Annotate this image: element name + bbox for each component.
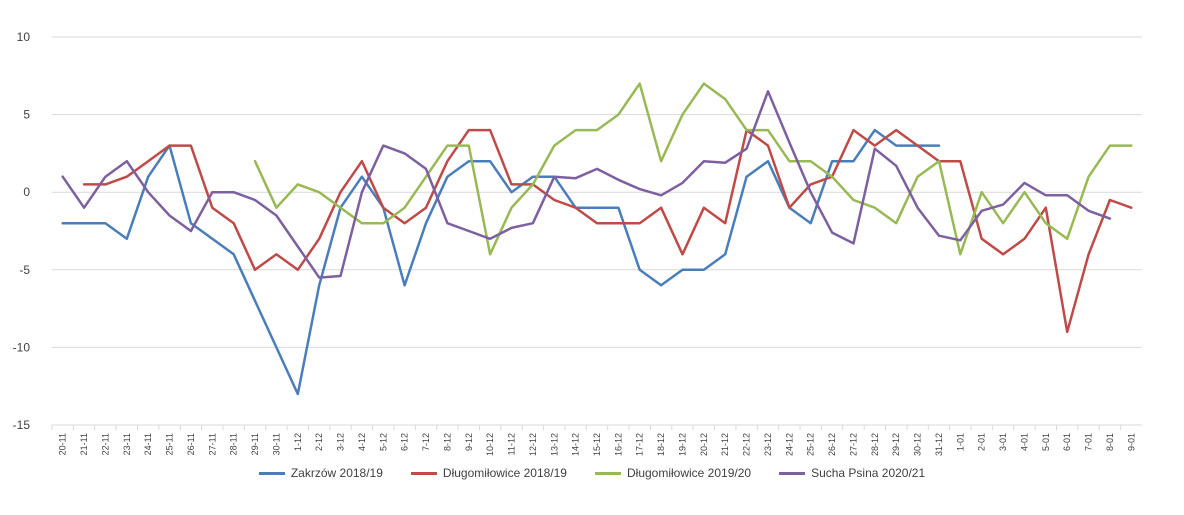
x-tick-label: 6-12 [400, 433, 410, 451]
legend: Zakrzów 2018/19 Długomiłowice 2018/19 Dług… [0, 466, 1184, 480]
series-line-4 [61, 90, 1112, 279]
legend-item-1: Zakrzów 2018/19 [258, 466, 383, 480]
x-tick-label: 2-01 [977, 433, 987, 451]
y-tick-label: -10 [13, 340, 31, 354]
legend-swatch [594, 471, 621, 475]
series-lines [61, 82, 1133, 396]
x-tick-label: 16-12 [613, 433, 623, 456]
legend-item-4: Sucha Psina 2020/21 [779, 466, 925, 480]
y-axis-ticks: -15 -10 -5 0 5 10 [13, 30, 31, 432]
series-line-1 [61, 128, 941, 396]
x-tick-label: 27-12 [848, 433, 858, 456]
legend-label: Zakrzów 2018/19 [290, 466, 383, 480]
x-tick-label: 5-01 [1041, 433, 1051, 451]
y-tick-label: -15 [13, 418, 31, 432]
x-tick-label: 15-12 [592, 433, 602, 456]
x-tick-label: 26-11 [186, 433, 196, 455]
x-tick-label: 21-11 [79, 433, 89, 455]
x-tick-label: 18-12 [656, 433, 666, 456]
x-tick-label: 21-12 [720, 433, 730, 456]
x-tick-label: 30-12 [913, 433, 923, 456]
legend-swatch [258, 471, 285, 475]
x-tick-label: 8-01 [1105, 433, 1115, 451]
legend-swatch [779, 471, 806, 475]
x-tick-label: 7-01 [1084, 433, 1094, 451]
x-tick-label: 5-12 [378, 433, 388, 451]
x-tick-label: 1-01 [955, 433, 965, 451]
x-tick-label: 25-11 [165, 433, 175, 455]
y-tick-label: 10 [17, 30, 31, 44]
x-tick-label: 30-11 [271, 433, 281, 455]
legend-item-3: Długomiłowice 2019/20 [594, 466, 752, 480]
legend-label: Sucha Psina 2020/21 [811, 466, 926, 480]
y-tick-label: -5 [19, 263, 30, 277]
x-tick-label: 20-11 [58, 433, 68, 455]
x-tick-label: 10-12 [485, 433, 495, 456]
x-tick-label: 27-11 [207, 433, 217, 455]
x-tick-label: 19-12 [677, 433, 687, 456]
x-tick-label: 3-12 [336, 433, 346, 451]
x-tick-label: 12-12 [528, 433, 538, 456]
x-tick-label: 29-11 [250, 433, 260, 455]
y-tick-label: 0 [23, 185, 30, 199]
x-tick-label: 23-12 [763, 433, 773, 456]
x-tick-label: 24-11 [143, 433, 153, 455]
x-tick-label: 9-01 [1126, 433, 1136, 451]
series-line-3 [253, 82, 1133, 256]
x-tick-label: 2-12 [314, 433, 324, 451]
x-tick-label: 29-12 [891, 433, 901, 456]
x-tick-label: 28-12 [870, 433, 880, 456]
x-tick-label: 28-11 [229, 433, 239, 455]
x-tick-label: 22-11 [100, 433, 110, 455]
legend-label: Długomiłowice 2018/19 [442, 466, 567, 480]
x-tick-label: 4-12 [357, 433, 367, 451]
x-tick-label: 23-11 [122, 433, 132, 455]
x-tick-label: 4-01 [1019, 433, 1029, 451]
legend-swatch [410, 471, 437, 475]
x-tick-label: 11-12 [507, 433, 517, 455]
x-tick-label: 25-12 [806, 433, 816, 456]
x-axis-ticks: 20-11 21-11 22-11 23-11 24-11 25-11 26-11 27-11… [51, 425, 1136, 456]
x-tick-label: 14-12 [571, 433, 581, 456]
x-tick-label: 3-01 [998, 433, 1008, 451]
legend-item-2: Długomiłowice 2018/19 [410, 466, 567, 480]
x-tick-label: 17-12 [635, 433, 645, 456]
x-tick-label: 7-12 [421, 433, 431, 451]
x-tick-label: 6-01 [1062, 433, 1072, 451]
legend-label: Długomiłowice 2019/20 [626, 466, 752, 480]
series-line-2 [82, 128, 1133, 334]
y-tick-label: 5 [23, 108, 30, 122]
x-tick-label: 1-12 [293, 433, 303, 451]
x-tick-label: 20-12 [699, 433, 709, 456]
x-tick-label: 8-12 [442, 433, 452, 451]
x-tick-label: 26-12 [827, 433, 837, 456]
x-tick-label: 24-12 [784, 433, 794, 456]
x-tick-label: 22-12 [742, 433, 752, 456]
x-tick-label: 13-12 [549, 433, 559, 456]
x-tick-label: 9-12 [464, 433, 474, 451]
x-tick-label: 31-12 [934, 433, 944, 456]
